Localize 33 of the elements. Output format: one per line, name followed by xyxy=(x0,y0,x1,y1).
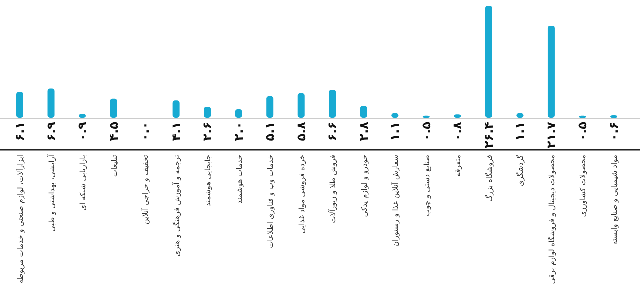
bar xyxy=(172,100,180,118)
data-label: ۲۱.۷ xyxy=(544,121,558,149)
bar xyxy=(110,98,118,118)
bar xyxy=(266,96,274,118)
data-label: ۰.۹ xyxy=(76,121,90,142)
data-label: ۵.۱ xyxy=(263,122,278,142)
bar xyxy=(610,115,618,118)
data-label: ۴.۱ xyxy=(169,122,184,142)
data-label: ۲.۶ xyxy=(200,122,215,142)
bar xyxy=(329,90,336,118)
data-label: ۰.۸ xyxy=(450,121,465,142)
bar xyxy=(485,6,492,118)
bar xyxy=(48,88,55,118)
data-label: ۲.۸ xyxy=(356,121,371,142)
data-label: ۶.۶ xyxy=(326,122,340,142)
data-label: ۱.۱ xyxy=(513,122,528,142)
data-label: ۲۶.۴ xyxy=(482,122,496,149)
bar xyxy=(204,106,212,118)
data-label: ۰.۶ xyxy=(607,122,621,142)
data-label: ۶.۱ xyxy=(13,122,27,142)
bar xyxy=(548,26,555,118)
bar xyxy=(360,106,368,118)
data-label: ۶.۹ xyxy=(44,121,58,142)
data-label: ۵.۸ xyxy=(294,121,308,142)
data-label: ۴.۵ xyxy=(106,122,121,142)
bar xyxy=(298,93,305,118)
bar xyxy=(16,92,24,118)
data-label: ۰.۵ xyxy=(419,122,434,142)
data-label: ۰.۵ xyxy=(576,122,590,142)
data-label: ۰.۰ xyxy=(138,122,152,142)
data-label: ۱.۱ xyxy=(388,122,402,142)
bar xyxy=(235,110,242,118)
data-label: ۲.۰ xyxy=(232,122,246,142)
